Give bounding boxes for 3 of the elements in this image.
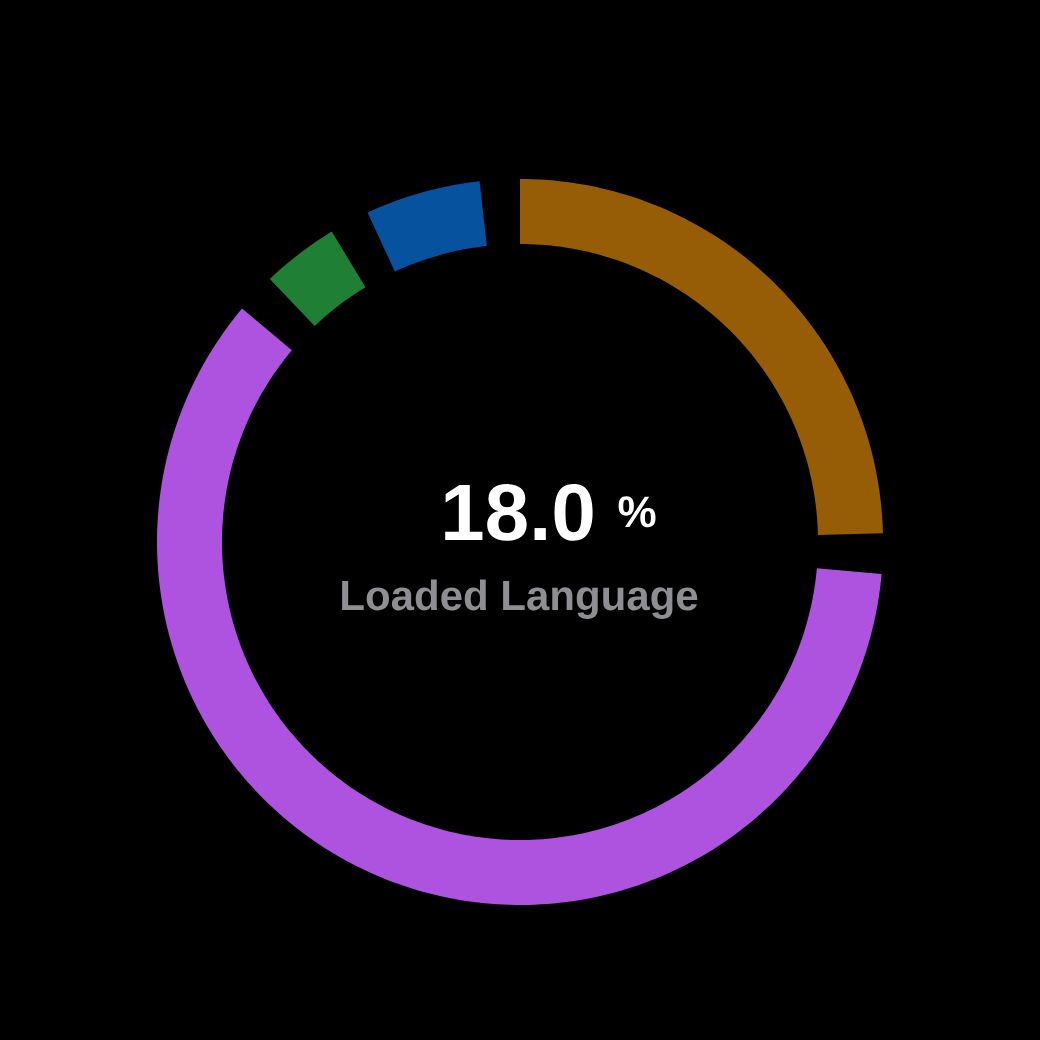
text: 18.0 (445, 484, 593, 541)
text: % (618, 496, 656, 528)
text: Loaded Language (342, 579, 698, 619)
